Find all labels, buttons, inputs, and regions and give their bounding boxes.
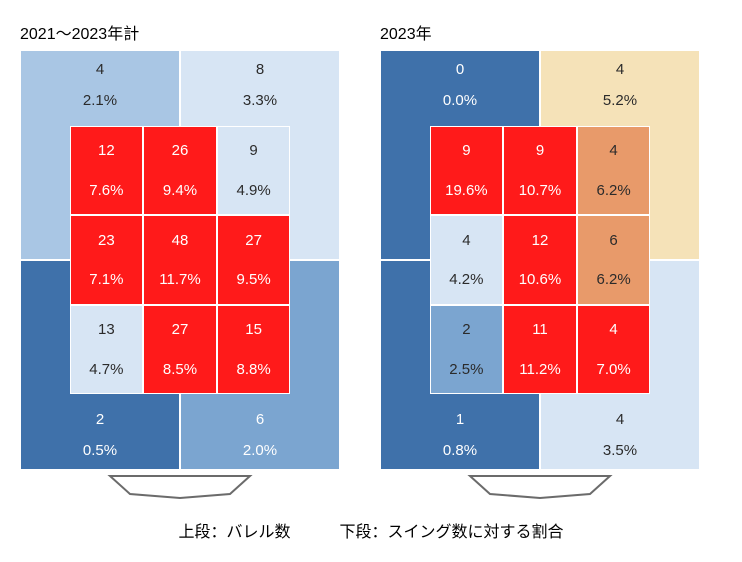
zone-pct: 5.2% bbox=[603, 92, 637, 109]
zone-pct: 4.9% bbox=[236, 182, 270, 199]
inner-cell: 27 9.5% bbox=[217, 215, 291, 305]
zone-count: 4 bbox=[609, 142, 617, 159]
zone-pct: 4.2% bbox=[449, 271, 483, 288]
zone-pct: 6.2% bbox=[596, 182, 630, 199]
zone-count: 15 bbox=[245, 321, 262, 338]
inner-grid: 12 7.6% 26 9.4% 9 4.9% 23 7.1% 48 11.7% 27 9.5… bbox=[70, 126, 291, 395]
zone-count: 9 bbox=[536, 142, 544, 159]
inner-cell: 27 8.5% bbox=[143, 305, 217, 395]
panel-left: 2021～2023年計 4 2.1% 8 3.3% 2 0.5% 6 2.0% … bbox=[20, 20, 340, 500]
zone-pct: 10.7% bbox=[519, 182, 562, 199]
zone-pct: 7.0% bbox=[596, 361, 630, 378]
zone-count: 4 bbox=[616, 61, 624, 78]
strike-zone: 0 0.0% 4 5.2% 1 0.8% 4 3.5% 9 19.6% 9 10.7… bbox=[380, 50, 700, 470]
zone-pct: 3.3% bbox=[243, 92, 277, 109]
zone-count: 48 bbox=[172, 232, 189, 249]
inner-cell: 4 6.2% bbox=[577, 126, 651, 216]
zone-count: 4 bbox=[96, 61, 104, 78]
inner-cell: 48 11.7% bbox=[143, 215, 217, 305]
zone-pct: 2.1% bbox=[83, 92, 117, 109]
zone-count: 4 bbox=[616, 411, 624, 428]
zone-pct: 4.7% bbox=[89, 361, 123, 378]
inner-cell: 2 2.5% bbox=[430, 305, 504, 395]
inner-grid: 919.6% 910.7% 46.2% 44.2% 1210.6% 66.2% … bbox=[430, 126, 651, 395]
zone-count: 6 bbox=[256, 411, 264, 428]
zone-pct: 0.8% bbox=[443, 442, 477, 459]
zone-count: 9 bbox=[462, 142, 470, 159]
zone-count: 11 bbox=[532, 321, 548, 338]
home-plate-icon bbox=[100, 474, 260, 500]
zone-count: 12 bbox=[532, 232, 549, 249]
zone-count: 9 bbox=[249, 142, 257, 159]
zone-count: 4 bbox=[609, 321, 617, 338]
zone-count: 12 bbox=[98, 142, 115, 159]
zone-count: 26 bbox=[172, 142, 189, 159]
inner-cell: 13 4.7% bbox=[70, 305, 144, 395]
inner-cell: 15 8.8% bbox=[217, 305, 291, 395]
panel-title: 2023年 bbox=[380, 20, 432, 44]
zone-count: 2 bbox=[462, 321, 470, 338]
zone-count: 2 bbox=[96, 411, 104, 428]
zone-count: 27 bbox=[172, 321, 189, 338]
zone-count: 8 bbox=[256, 61, 264, 78]
caption: 上段：バレル数 下段：スイング数に対する割合 bbox=[20, 518, 722, 542]
inner-cell: 9 4.9% bbox=[217, 126, 291, 216]
inner-cell: 9 10.7% bbox=[503, 126, 577, 216]
zone-count: 4 bbox=[462, 232, 470, 249]
panel-right: 2023年 0 0.0% 4 5.2% 1 0.8% 4 3.5% 9 19.6%… bbox=[380, 20, 700, 500]
zone-pct: 9.5% bbox=[236, 271, 270, 288]
zone-pct: 3.5% bbox=[603, 442, 637, 459]
zone-pct: 7.6% bbox=[89, 182, 123, 199]
inner-cell: 12 7.6% bbox=[70, 126, 144, 216]
zone-pct: 2.5% bbox=[449, 361, 483, 378]
zone-count: 27 bbox=[245, 232, 262, 249]
zone-count: 0 bbox=[456, 61, 464, 78]
inner-cell: 11 11.2% bbox=[503, 305, 577, 395]
caption-right: 下段：スイング数に対する割合 bbox=[339, 524, 563, 541]
zone-pct: 8.8% bbox=[236, 361, 270, 378]
inner-cell: 4 4.2% bbox=[430, 215, 504, 305]
zone-pct: 19.6% bbox=[445, 182, 488, 199]
zone-count: 23 bbox=[98, 232, 115, 249]
zone-count: 6 bbox=[609, 232, 617, 249]
panel-title: 2021～2023年計 bbox=[20, 20, 139, 44]
zone-pct: 2.0% bbox=[243, 442, 277, 459]
zone-count: 13 bbox=[98, 321, 115, 338]
zone-pct: 8.5% bbox=[163, 361, 197, 378]
zone-pct: 0.0% bbox=[443, 92, 477, 109]
inner-cell: 6 6.2% bbox=[577, 215, 651, 305]
inner-cell: 12 10.6% bbox=[503, 215, 577, 305]
zone-pct: 10.6% bbox=[519, 271, 562, 288]
zone-pct: 11.7% bbox=[159, 271, 200, 288]
inner-cell: 23 7.1% bbox=[70, 215, 144, 305]
inner-cell: 26 9.4% bbox=[143, 126, 217, 216]
zone-pct: 11.2% bbox=[519, 361, 560, 378]
zone-count: 1 bbox=[456, 411, 464, 428]
zone-pct: 9.4% bbox=[163, 182, 197, 199]
caption-left: 上段：バレル数 bbox=[179, 524, 291, 541]
home-plate-icon bbox=[460, 474, 620, 500]
zone-pct: 6.2% bbox=[596, 271, 630, 288]
inner-cell: 4 7.0% bbox=[577, 305, 651, 395]
zone-pct: 7.1% bbox=[89, 271, 123, 288]
zone-pct: 0.5% bbox=[83, 442, 117, 459]
panels-container: 2021～2023年計 4 2.1% 8 3.3% 2 0.5% 6 2.0% … bbox=[20, 20, 722, 500]
inner-cell: 9 19.6% bbox=[430, 126, 504, 216]
strike-zone: 4 2.1% 8 3.3% 2 0.5% 6 2.0% 12 7.6% 26 9.4… bbox=[20, 50, 340, 470]
